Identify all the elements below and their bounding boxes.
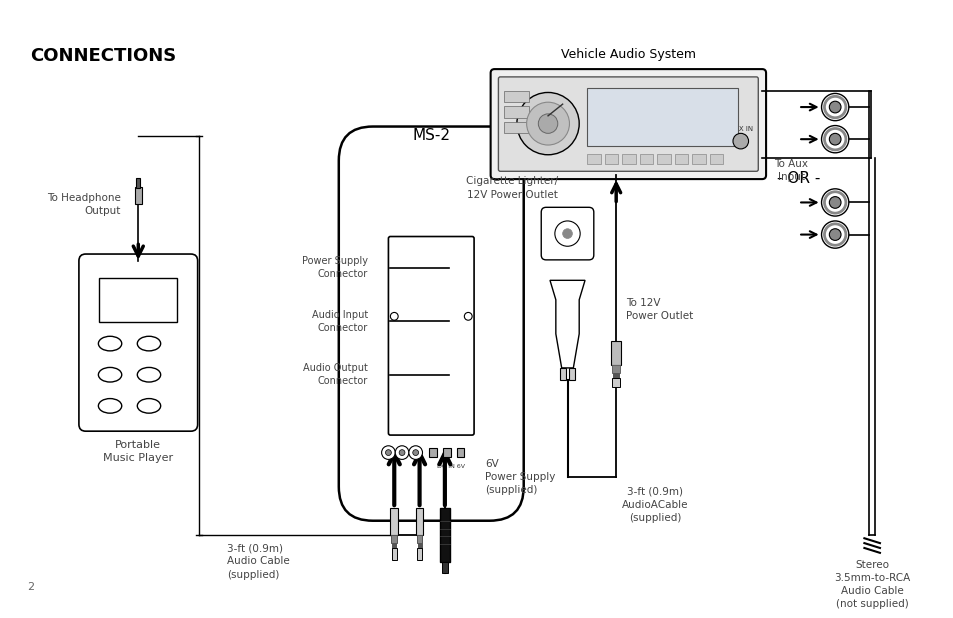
Bar — [657, 154, 670, 164]
Bar — [612, 365, 619, 373]
Bar — [442, 447, 450, 457]
Bar — [504, 106, 528, 118]
Circle shape — [385, 450, 391, 455]
Circle shape — [395, 446, 409, 459]
Bar — [569, 368, 575, 379]
Text: AUX IN: AUX IN — [728, 127, 752, 132]
Bar — [99, 278, 177, 322]
Ellipse shape — [98, 368, 122, 382]
FancyBboxPatch shape — [338, 127, 523, 521]
Bar — [439, 508, 449, 562]
Bar — [416, 535, 422, 543]
Circle shape — [821, 93, 848, 121]
Text: To Headphone
Output: To Headphone Output — [47, 193, 121, 216]
Bar — [639, 154, 653, 164]
Circle shape — [828, 133, 841, 145]
Circle shape — [398, 450, 405, 455]
Bar — [604, 154, 618, 164]
Bar — [417, 543, 421, 548]
Bar — [392, 548, 396, 560]
Bar — [504, 90, 528, 102]
Text: 2: 2 — [28, 582, 34, 592]
FancyBboxPatch shape — [490, 69, 765, 179]
Bar — [611, 341, 620, 365]
Circle shape — [409, 446, 422, 459]
Bar — [504, 122, 528, 133]
Ellipse shape — [98, 336, 122, 351]
Text: Stereo
3.5mm-to-RCA
Audio Cable
(not supplied): Stereo 3.5mm-to-RCA Audio Cable (not sup… — [833, 560, 909, 609]
Ellipse shape — [98, 399, 122, 413]
Text: Cigarette Lighter/
12V Power Outlet: Cigarette Lighter/ 12V Power Outlet — [465, 176, 558, 200]
Circle shape — [732, 133, 748, 149]
FancyBboxPatch shape — [497, 77, 758, 171]
Text: 6V
Power Supply
(supplied): 6V Power Supply (supplied) — [484, 459, 555, 495]
Bar — [136, 178, 140, 188]
Text: MS-2: MS-2 — [412, 128, 450, 143]
Bar — [586, 88, 737, 146]
Bar — [456, 447, 464, 457]
Text: To Aux
Input: To Aux Input — [774, 159, 807, 182]
Bar — [674, 154, 687, 164]
Circle shape — [828, 197, 841, 208]
Bar — [429, 447, 436, 457]
Bar — [709, 154, 722, 164]
Bar — [416, 508, 423, 535]
FancyBboxPatch shape — [388, 237, 474, 435]
Circle shape — [381, 446, 395, 459]
Bar — [691, 154, 705, 164]
Polygon shape — [550, 281, 584, 368]
FancyBboxPatch shape — [540, 207, 593, 260]
Bar — [613, 373, 618, 378]
Bar — [134, 187, 142, 205]
Bar — [612, 378, 619, 387]
Circle shape — [821, 221, 848, 248]
Text: CONNECTIONS: CONNECTIONS — [30, 47, 176, 65]
Text: Audio Input
Connector: Audio Input Connector — [312, 310, 368, 333]
Bar — [621, 154, 635, 164]
Circle shape — [413, 450, 418, 455]
Text: DC IN 6V: DC IN 6V — [436, 464, 464, 468]
Text: 3-ft (0.9m)
AudioACable
(supplied): 3-ft (0.9m) AudioACable (supplied) — [621, 486, 688, 523]
Text: To 12V
Power Outlet: To 12V Power Outlet — [625, 298, 693, 321]
Text: 3-ft (0.9m)
Audio Cable
(supplied): 3-ft (0.9m) Audio Cable (supplied) — [227, 543, 290, 580]
Circle shape — [562, 229, 572, 239]
Bar — [586, 154, 600, 164]
Bar — [441, 562, 447, 574]
Bar — [559, 368, 565, 379]
Circle shape — [828, 101, 841, 113]
Bar — [391, 535, 396, 543]
Circle shape — [390, 313, 397, 320]
Circle shape — [821, 125, 848, 153]
Circle shape — [537, 114, 558, 133]
Circle shape — [526, 102, 569, 145]
Circle shape — [517, 93, 578, 154]
Bar — [416, 548, 421, 560]
Bar — [392, 543, 395, 548]
Text: Portable
Music Player: Portable Music Player — [103, 440, 173, 463]
Circle shape — [464, 313, 472, 320]
Text: ✿: ✿ — [563, 329, 571, 338]
Circle shape — [555, 221, 579, 246]
FancyBboxPatch shape — [79, 254, 197, 431]
Text: - OR -: - OR - — [777, 171, 820, 185]
Ellipse shape — [137, 368, 160, 382]
Text: Vehicle Audio System: Vehicle Audio System — [560, 48, 695, 61]
Bar — [390, 508, 397, 535]
Circle shape — [821, 189, 848, 216]
Text: Audio Output
Connector: Audio Output Connector — [303, 363, 368, 386]
Text: Power Supply
Connector: Power Supply Connector — [302, 256, 368, 279]
Circle shape — [828, 229, 841, 240]
Ellipse shape — [137, 336, 160, 351]
Ellipse shape — [137, 399, 160, 413]
